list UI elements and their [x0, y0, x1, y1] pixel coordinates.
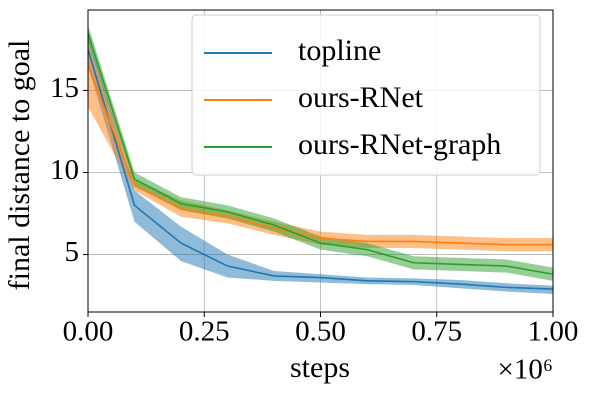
x-tick-label: 0.75: [411, 316, 462, 348]
y-tick-label: 5: [65, 236, 80, 268]
legend-label: ours-RNet-graph: [298, 128, 501, 161]
x-tick-label: 0.50: [295, 316, 346, 348]
x-axis-label: steps: [290, 351, 350, 384]
legend-box: [191, 14, 541, 176]
plot-frame: [87, 9, 554, 313]
y-tick-label: 10: [50, 154, 79, 186]
x-tick-label: 0.00: [63, 316, 114, 348]
line: [87, 49, 554, 290]
line: [87, 32, 554, 276]
legend-label: ours-RNet: [298, 81, 424, 114]
x-offset-label: ×10⁶: [498, 354, 553, 386]
line: [87, 65, 553, 246]
y-tick-label: 15: [50, 72, 79, 104]
x-tick-label: 1.00: [528, 316, 579, 348]
legend-label: topline: [298, 34, 381, 67]
y-axis-label: final distance to goal: [3, 40, 36, 291]
x-tick-label: 0.25: [179, 316, 230, 348]
